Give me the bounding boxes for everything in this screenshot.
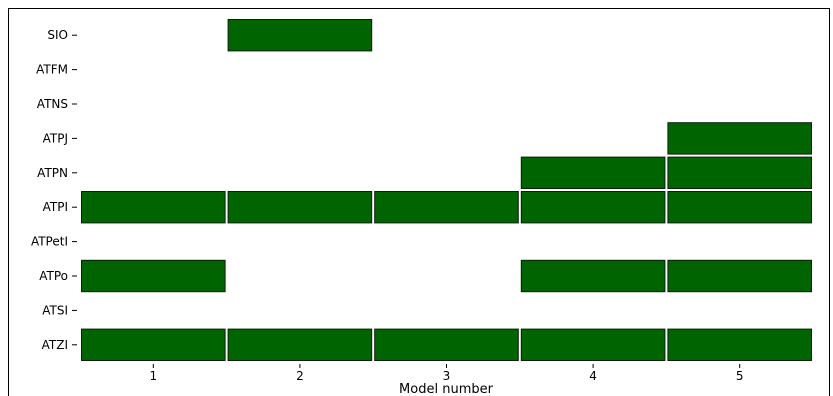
y-tick-label: ATSI xyxy=(42,303,68,317)
heatmap-cell-atpi-model-2 xyxy=(227,191,373,224)
heatmap-cell-atzi-model-5 xyxy=(667,328,813,362)
heatmap-cell-atzi-model-1 xyxy=(81,328,226,362)
heatmap-cell-atzi-model-3 xyxy=(374,328,519,362)
heatmap-cell-atpn-model-5 xyxy=(667,156,813,190)
y-tick-label: ATPJ xyxy=(43,131,68,145)
x-tick-label: 2 xyxy=(296,369,304,383)
y-tick-label: ATPetI xyxy=(31,235,68,249)
x-tick-label: 1 xyxy=(149,369,157,383)
heatmap-cell-atpi-model-3 xyxy=(374,191,519,224)
heatmap-cell-atpi-model-4 xyxy=(520,191,666,224)
y-tick-label: ATPN xyxy=(37,166,68,180)
heatmap-cell-atpi-model-5 xyxy=(667,191,813,224)
x-tick-label: 3 xyxy=(443,369,451,383)
heatmap-cell-atpo-model-5 xyxy=(667,259,813,293)
y-tick-label: ATPI xyxy=(43,200,68,214)
heatmap-cell-sio-model-2 xyxy=(227,19,373,52)
heatmap-cell-atpo-model-1 xyxy=(81,259,226,293)
y-tick-label: SIO xyxy=(47,28,68,42)
y-tick-label: ATNS xyxy=(37,97,68,111)
x-tick-label: 4 xyxy=(589,369,597,383)
heatmap-cells xyxy=(81,19,813,362)
heatmap-cell-atzi-model-2 xyxy=(227,328,373,362)
heatmap-cell-atpi-model-1 xyxy=(81,191,226,224)
y-axis-ticks: SIO ATFM ATNS ATPJ ATPN ATPI ATPetI ATPo ATSI ATZ… xyxy=(31,28,77,352)
heatmap-cell-atpj-model-5 xyxy=(667,122,813,155)
heatmap-cell-atpn-model-4 xyxy=(520,156,666,190)
y-tick-label: ATZI xyxy=(42,338,68,352)
x-axis-label: Model number xyxy=(399,382,494,396)
y-tick-label: ATPo xyxy=(39,269,68,283)
x-tick-label: 5 xyxy=(736,369,744,383)
heatmap-cell-atpo-model-4 xyxy=(520,259,666,293)
heatmap-cell-atzi-model-4 xyxy=(520,328,666,362)
x-axis-ticks: 1 2 3 4 5 xyxy=(149,364,744,383)
y-tick-label: ATFM xyxy=(36,63,68,77)
